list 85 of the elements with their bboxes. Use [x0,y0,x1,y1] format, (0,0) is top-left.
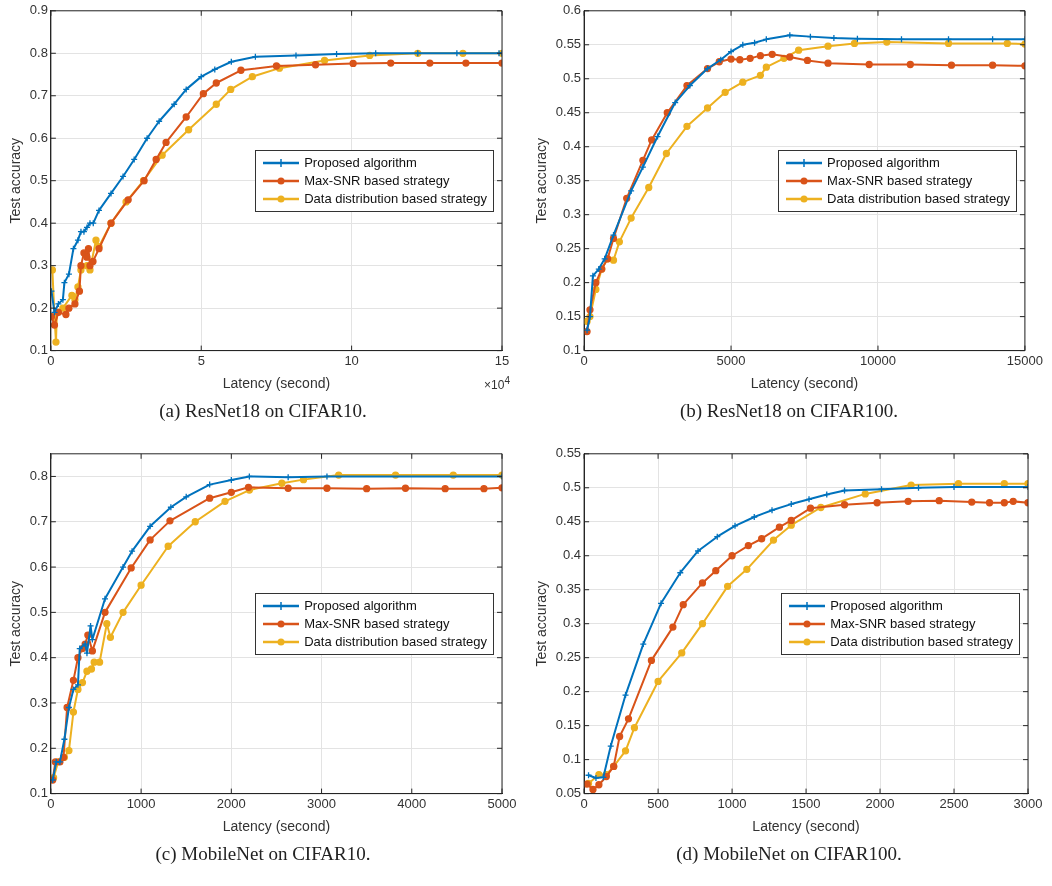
x-tick-label: 15000 [1006,352,1043,368]
y-axis-title: Test accuracy [7,137,24,224]
x-tick-label: 2000 [865,795,895,811]
y-tick-label: 0.4 [563,547,582,563]
x-tick-label: 0 [47,795,55,811]
y-tick-label: 0.4 [29,214,48,230]
legend-label: Data distribution based strategy [304,634,487,650]
y-tick-label: 0.15 [555,717,582,733]
y-tick-label: 0.2 [563,683,582,699]
y-tick-label: 0.6 [29,129,48,145]
legend-label: Max-SNR based strategy [304,616,450,632]
legend-label: Data distribution based strategy [830,634,1013,650]
x-tick-label: 15 [494,352,510,368]
y-axis-title: Test accuracy [7,580,24,667]
y-axis-title: Test accuracy [533,137,550,224]
x-tick-label: 0 [47,352,55,368]
y-tick-label: 0.5 [29,603,48,619]
text: (b) ResNet18 on CIFAR100. [678,400,900,422]
legend-label: Max-SNR based strategy [830,616,976,632]
y-tick-label: 0.15 [555,308,582,324]
y-tick-label: 0.25 [555,240,582,256]
x-tick-label: 3000 [1013,795,1043,811]
y-tick-label: 0.55 [555,445,582,461]
legend-label: Data distribution based strategy [827,191,1010,207]
y-tick-label: 0.3 [29,257,48,273]
y-tick-label: 0.45 [555,513,582,529]
legend-label: Max-SNR based strategy [827,173,973,189]
x-tick-label: 0 [580,352,588,368]
x-tick-label: 4000 [397,795,427,811]
y-tick-label: 0.5 [29,172,48,188]
y-tick-label: 0.3 [563,615,582,631]
y-tick-label: 0.1 [563,342,582,358]
y-tick-label: 0.35 [555,172,582,188]
y-tick-label: 0.3 [563,206,582,222]
legend-label: Proposed algorithm [304,155,417,171]
y-tick-label: 0.2 [563,274,582,290]
y-tick-label: 0.5 [563,70,582,86]
y-tick-label: 0.55 [555,36,582,52]
text: (d) MobileNet on CIFAR100. [675,843,903,865]
text: (c) MobileNet on CIFAR10. [154,843,372,865]
legend-label: Max-SNR based strategy [304,173,450,189]
y-tick-label: 0.1 [29,785,48,801]
y-tick-label: 0.1 [29,342,48,358]
y-tick-label: 0.4 [29,649,48,665]
text: ×10$^{4}$ [484,374,510,392]
x-tick-label: 10 [344,352,359,368]
y-tick-label: 0.7 [29,513,48,529]
y-tick-label: 0.05 [555,785,582,801]
x-tick-label: 1000 [126,795,156,811]
y-tick-label: 0.45 [555,104,582,120]
y-tick-label: 0.25 [555,649,582,665]
x-tick-label: 1500 [791,795,821,811]
y-axis-title: Test accuracy [533,580,550,667]
y-tick-label: 0.4 [563,138,582,154]
y-tick-label: 0.8 [29,468,48,484]
y-tick-label: 0.6 [563,2,582,18]
y-tick-label: 0.3 [29,694,48,710]
y-tick-label: 0.5 [563,479,582,495]
x-axis-title: Latency (second) [222,818,331,835]
x-tick-label: 0 [580,795,588,811]
x-axis-title: Latency (second) [750,375,859,392]
x-tick-label: 5 [197,352,205,368]
y-tick-label: 0.8 [29,44,48,60]
x-axis-title: Latency (second) [752,818,860,835]
x-tick-label: 10000 [859,352,897,368]
y-tick-label: 0.35 [555,581,582,597]
x-tick-label: 5000 [716,352,746,368]
x-tick-label: 2000 [216,795,246,811]
legend-label: Proposed algorithm [827,155,940,171]
x-tick-label: 3000 [307,795,337,811]
legend-label: Proposed algorithm [304,598,417,614]
legend-label: Proposed algorithm [830,598,943,614]
x-tick-label: 500 [647,795,669,811]
x-tick-label: 1000 [717,795,747,811]
y-tick-label: 0.2 [29,739,48,755]
y-tick-label: 0.6 [29,558,48,574]
text: (a) ResNet18 on CIFAR10. [158,400,368,422]
legend-label: Data distribution based strategy [304,191,487,207]
y-tick-label: 0.1 [563,751,582,767]
y-tick-label: 0.9 [29,2,48,18]
x-axis-title: Latency (second) [222,375,331,392]
y-tick-label: 0.7 [29,87,48,103]
y-tick-label: 0.2 [29,299,48,315]
x-tick-label: 2500 [939,795,969,811]
x-tick-label: 5000 [487,795,517,811]
